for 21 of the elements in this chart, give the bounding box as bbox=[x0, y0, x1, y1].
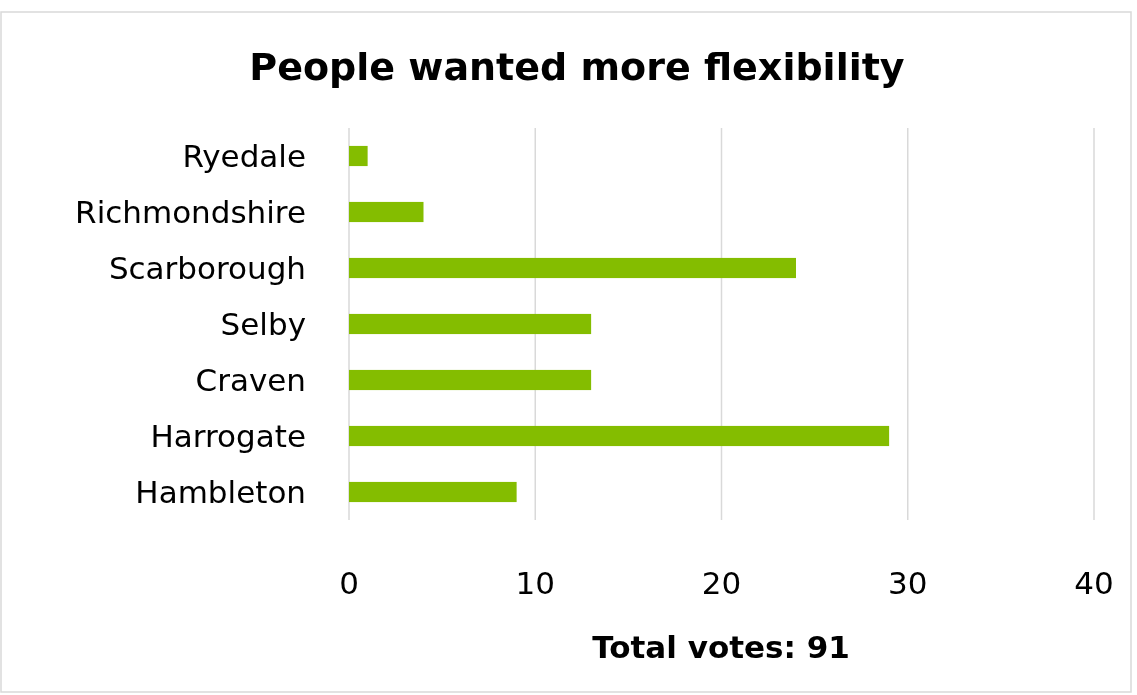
bar bbox=[349, 481, 517, 503]
y-tick-label: Scarborough bbox=[108, 249, 306, 286]
bar bbox=[349, 201, 424, 223]
y-tick-label: Hambleton bbox=[135, 473, 306, 510]
y-tick-label: Selby bbox=[220, 305, 306, 342]
x-tick-label: 40 bbox=[1074, 565, 1114, 601]
x-tick-label: 20 bbox=[701, 565, 742, 601]
x-tick-label: 30 bbox=[888, 565, 928, 601]
bar bbox=[349, 313, 592, 335]
y-tick-label: Harrogate bbox=[150, 417, 306, 454]
chart-title: People wanted more flexibility bbox=[249, 45, 905, 89]
x-tick-label: 10 bbox=[515, 565, 555, 601]
y-tick-label: Ryedale bbox=[182, 137, 306, 174]
x-tick-label: 0 bbox=[339, 565, 359, 601]
y-tick-label: Craven bbox=[195, 361, 306, 398]
bar bbox=[349, 425, 890, 447]
y-tick-label: Richmondshire bbox=[75, 193, 306, 230]
x-axis-title: Total votes: 91 bbox=[592, 629, 850, 665]
bar bbox=[349, 257, 796, 279]
bar bbox=[349, 145, 368, 167]
bar bbox=[349, 369, 592, 391]
